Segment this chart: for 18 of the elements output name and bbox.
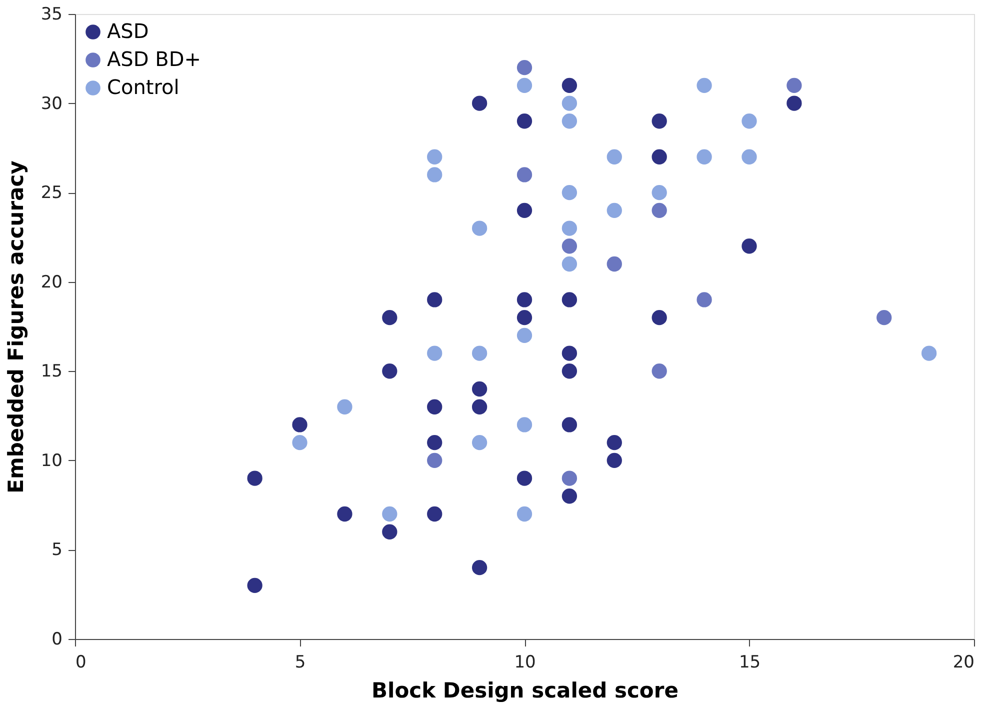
x-tick-label: 10 xyxy=(514,652,536,672)
y-tick-label: 5 xyxy=(52,540,62,560)
x-axis-title: Block Design scaled score xyxy=(372,678,678,702)
x-tick-label: 0 xyxy=(76,652,86,672)
y-tick-label: 15 xyxy=(40,362,62,382)
y-tick-label: 0 xyxy=(52,630,62,650)
legend-label: ASD BD+ xyxy=(107,47,202,71)
legend-label: ASD xyxy=(107,19,149,43)
y-tick-label: 30 xyxy=(40,94,62,114)
y-tick-label: 10 xyxy=(40,450,62,471)
x-tick-label: 15 xyxy=(738,652,761,672)
x-tick-label: 5 xyxy=(294,652,306,672)
y-tick-label: 35 xyxy=(40,4,62,24)
y-tick-label: 20 xyxy=(40,272,62,292)
y-tick-label: 25 xyxy=(40,183,62,204)
legend-label: Control xyxy=(107,75,180,99)
y-axis-title: Embedded Figures accuracy xyxy=(4,160,28,494)
x-tick-label: 20 xyxy=(952,652,974,672)
